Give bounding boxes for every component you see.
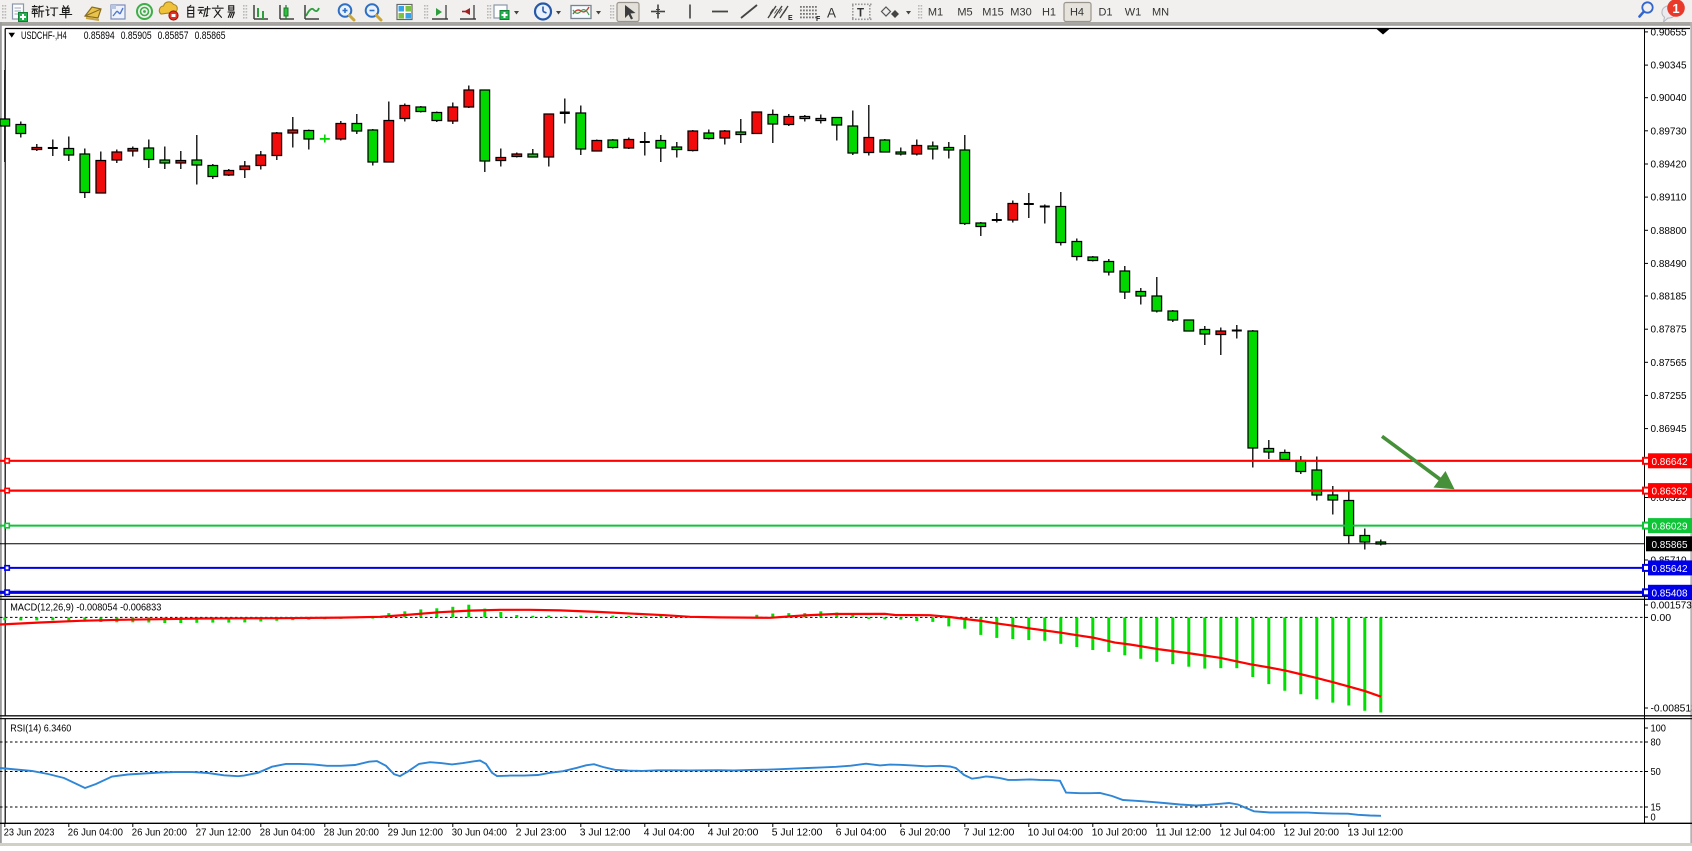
svg-text:0.86945: 0.86945 — [1651, 423, 1687, 435]
svg-text:28 Jun 04:00: 28 Jun 04:00 — [260, 828, 315, 839]
svg-text:MN: MN — [1152, 7, 1169, 19]
svg-text:5 Jul 12:00: 5 Jul 12:00 — [772, 828, 823, 839]
svg-text:50: 50 — [1651, 766, 1661, 778]
svg-text:1: 1 — [1672, 1, 1679, 16]
svg-text:M15: M15 — [982, 7, 1003, 19]
svg-text:28 Jun 20:00: 28 Jun 20:00 — [324, 828, 379, 839]
svg-text:0.89110: 0.89110 — [1651, 192, 1687, 204]
svg-text:3 Jul 12:00: 3 Jul 12:00 — [580, 828, 631, 839]
svg-text:W1: W1 — [1125, 7, 1142, 19]
svg-text:0.85865: 0.85865 — [195, 30, 226, 42]
svg-text:0.87875: 0.87875 — [1651, 324, 1687, 336]
svg-text:30 Jun 04:00: 30 Jun 04:00 — [452, 828, 507, 839]
svg-text:0.90655: 0.90655 — [1651, 26, 1687, 38]
svg-text:0.86362: 0.86362 — [1652, 486, 1688, 498]
svg-text:6 Jul 04:00: 6 Jul 04:00 — [836, 828, 887, 839]
svg-text:A: A — [827, 6, 836, 21]
svg-text:0.85894: 0.85894 — [84, 30, 115, 42]
svg-text:26 Jun 04:00: 26 Jun 04:00 — [68, 828, 123, 839]
svg-text:12 Jul 04:00: 12 Jul 04:00 — [1220, 828, 1275, 839]
svg-text:USDCHF-,H4: USDCHF-,H4 — [21, 30, 67, 42]
svg-text:T: T — [857, 8, 864, 20]
svg-text:23 Jun 2023: 23 Jun 2023 — [4, 828, 55, 839]
svg-text:0.89420: 0.89420 — [1651, 159, 1687, 171]
svg-text:H4: H4 — [1070, 7, 1084, 19]
svg-text:0: 0 — [1651, 812, 1656, 824]
svg-text:10 Jul 20:00: 10 Jul 20:00 — [1092, 828, 1147, 839]
svg-text:0.86642: 0.86642 — [1652, 456, 1688, 468]
svg-text:10 Jul 04:00: 10 Jul 04:00 — [1028, 828, 1083, 839]
svg-text:0.88490: 0.88490 — [1651, 258, 1687, 270]
svg-text:RSI(14) 6.3460: RSI(14) 6.3460 — [10, 723, 71, 735]
svg-text:4 Jul 04:00: 4 Jul 04:00 — [644, 828, 695, 839]
svg-text:7 Jul 12:00: 7 Jul 12:00 — [964, 828, 1015, 839]
svg-text:0.00: 0.00 — [1651, 612, 1672, 624]
svg-text:0.86029: 0.86029 — [1652, 521, 1688, 533]
svg-text:2 Jul 23:00: 2 Jul 23:00 — [516, 828, 567, 839]
svg-text:0.89730: 0.89730 — [1651, 125, 1687, 137]
svg-text:0.90345: 0.90345 — [1651, 60, 1687, 72]
svg-text:0.85408: 0.85408 — [1652, 587, 1688, 599]
svg-text:M30: M30 — [1010, 7, 1031, 19]
svg-text:4 Jul 20:00: 4 Jul 20:00 — [708, 828, 759, 839]
svg-text:E: E — [788, 15, 793, 22]
svg-text:80: 80 — [1651, 737, 1661, 749]
svg-text:13 Jul 12:00: 13 Jul 12:00 — [1348, 828, 1403, 839]
svg-text:H1: H1 — [1042, 7, 1056, 19]
svg-text:0.87565: 0.87565 — [1651, 357, 1687, 369]
svg-text:0.85865: 0.85865 — [1652, 539, 1688, 551]
svg-text:M5: M5 — [957, 7, 972, 19]
svg-text:27 Jun 12:00: 27 Jun 12:00 — [196, 828, 251, 839]
svg-text:26 Jun 20:00: 26 Jun 20:00 — [132, 828, 187, 839]
svg-text:0.85905: 0.85905 — [121, 30, 152, 42]
svg-text:0.87255: 0.87255 — [1651, 390, 1687, 402]
svg-text:12 Jul 20:00: 12 Jul 20:00 — [1284, 828, 1339, 839]
svg-text:0.85857: 0.85857 — [158, 30, 189, 42]
svg-text:D1: D1 — [1098, 7, 1112, 19]
svg-text:29 Jun 12:00: 29 Jun 12:00 — [388, 828, 443, 839]
svg-text:11 Jul 12:00: 11 Jul 12:00 — [1156, 828, 1211, 839]
svg-text:0.88800: 0.88800 — [1651, 225, 1687, 237]
svg-text:0.88185: 0.88185 — [1651, 291, 1687, 303]
svg-text:6 Jul 20:00: 6 Jul 20:00 — [900, 828, 951, 839]
svg-text:M1: M1 — [928, 7, 943, 19]
svg-text:0.001573: 0.001573 — [1651, 600, 1692, 612]
svg-text:-0.008513: -0.008513 — [1651, 703, 1692, 715]
svg-text:0.90040: 0.90040 — [1651, 92, 1687, 104]
svg-text:0.85642: 0.85642 — [1652, 563, 1688, 575]
svg-text:100: 100 — [1651, 723, 1667, 735]
svg-text:MACD(12,26,9) -0.008054 -0.006: MACD(12,26,9) -0.008054 -0.006833 — [10, 602, 161, 614]
